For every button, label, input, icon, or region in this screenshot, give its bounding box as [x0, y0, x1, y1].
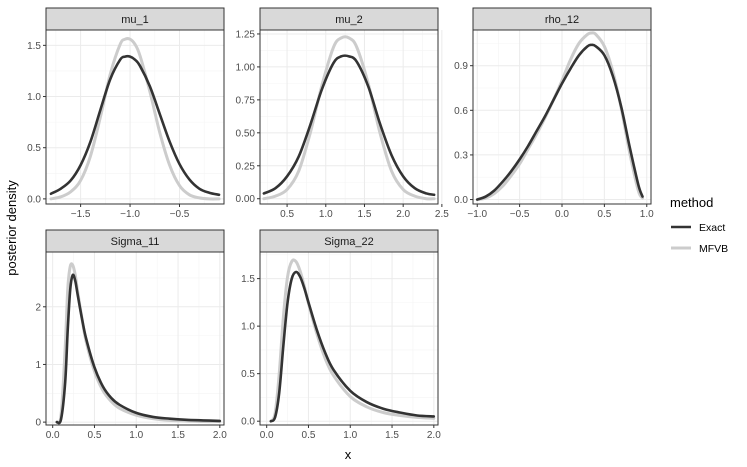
- y-tick-label: 0.9: [454, 61, 468, 72]
- x-tick-label: −1.5: [71, 209, 91, 220]
- x-tick-label: 1.0: [319, 209, 333, 220]
- series-line-exact: [269, 270, 436, 423]
- facet-title: rho_12: [545, 14, 579, 26]
- legend-title: method: [670, 195, 713, 210]
- y-axis-title: posterior density: [4, 180, 19, 276]
- panel-border: [45, 29, 225, 205]
- x-tick-label: 1.0: [640, 209, 654, 220]
- y-tick-label: 1.5: [241, 274, 255, 285]
- x-tick-label: 2.0: [213, 430, 227, 441]
- panel-border: [259, 251, 439, 426]
- x-tick-label: 0.5: [88, 430, 102, 441]
- y-tick-label: 0.0: [241, 417, 255, 428]
- y-tick-label: 0.5: [241, 369, 255, 380]
- y-tick-label: 0: [35, 418, 41, 429]
- y-tick-label: 0.50: [236, 128, 256, 139]
- x-tick-label: −0.5: [170, 209, 190, 220]
- facet-title: mu_2: [335, 14, 363, 26]
- series-line-exact: [475, 43, 644, 201]
- x-tick-label: 0.5: [597, 209, 611, 220]
- x-tick-label: 1.5: [358, 209, 372, 220]
- x-tick-label: −0.5: [510, 209, 530, 220]
- y-tick-label: 0.6: [454, 106, 468, 117]
- panel-border: [259, 29, 439, 205]
- facet-title: mu_1: [121, 14, 149, 26]
- x-tick-label: 1.0: [129, 430, 143, 441]
- facet-title: Sigma_11: [111, 236, 160, 248]
- y-tick-label: 0.0: [454, 195, 468, 206]
- y-tick-label: 0.0: [27, 194, 41, 205]
- y-tick-label: 1: [35, 360, 41, 371]
- x-axis-title: x: [345, 447, 352, 462]
- series-line-exact: [49, 54, 221, 197]
- y-tick-label: 1.25: [236, 29, 256, 40]
- y-tick-label: 2: [35, 302, 41, 313]
- y-tick-label: 1.0: [27, 92, 41, 103]
- y-tick-label: 1.0: [241, 322, 255, 333]
- x-tick-label: 2.5: [435, 209, 449, 220]
- facet-title: Sigma_22: [324, 236, 374, 248]
- x-tick-label: 1.5: [171, 430, 185, 441]
- y-tick-label: 0.75: [236, 95, 256, 106]
- x-tick-label: 2.0: [396, 209, 410, 220]
- x-tick-label: 0.0: [555, 209, 569, 220]
- series-line-mfvb: [49, 37, 221, 201]
- x-tick-label: 1.0: [343, 430, 357, 441]
- x-tick-label: −1.0: [120, 209, 140, 220]
- legend-label-exact: Exact: [699, 222, 725, 234]
- x-tick-label: 0.5: [302, 430, 316, 441]
- y-tick-label: 0.00: [236, 194, 256, 205]
- y-tick-label: 0.5: [27, 143, 41, 154]
- y-tick-label: 1.5: [27, 41, 41, 52]
- y-tick-label: 0.25: [236, 161, 256, 172]
- legend-label-mfvb: MFVB: [699, 243, 728, 255]
- panel-border: [45, 251, 225, 426]
- series-line-exact: [55, 273, 222, 425]
- x-tick-label: 1.5: [385, 430, 399, 441]
- y-tick-label: 1.00: [236, 62, 256, 73]
- y-tick-label: 0.3: [454, 150, 468, 161]
- series-line-mfvb: [262, 35, 436, 201]
- panel-border: [472, 29, 652, 205]
- x-tick-label: 2.0: [427, 430, 441, 441]
- x-tick-label: 0.0: [260, 430, 274, 441]
- x-tick-label: 0.0: [46, 430, 60, 441]
- x-tick-label: 0.5: [280, 209, 294, 220]
- x-tick-label: −1.0: [467, 209, 487, 220]
- series-line-exact: [262, 54, 436, 197]
